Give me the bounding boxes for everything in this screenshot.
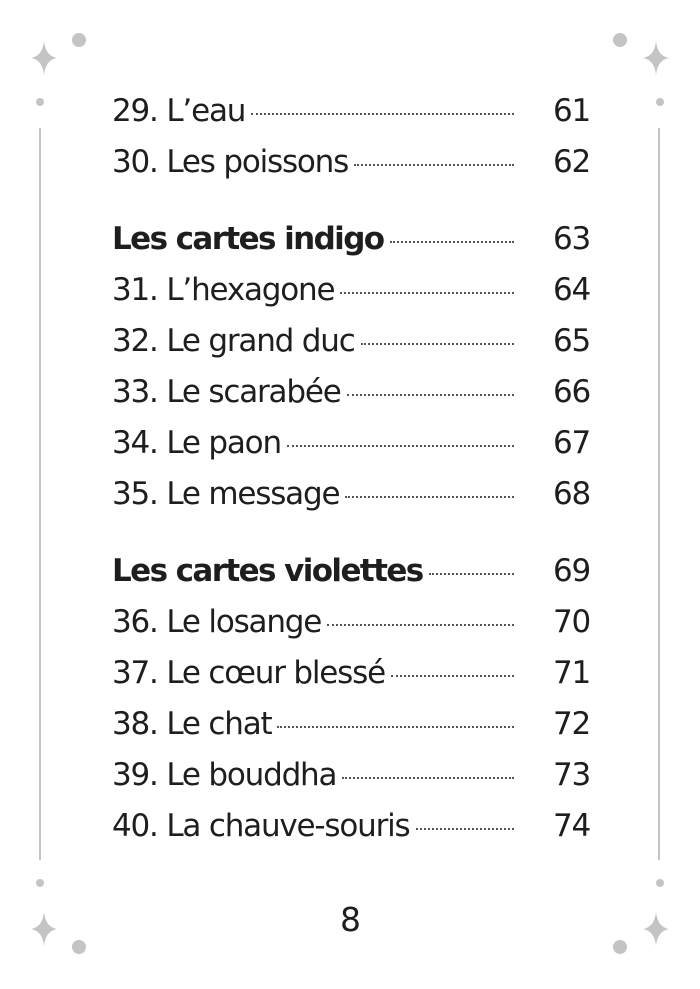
- toc-entry-label: 38. Le chat: [112, 706, 273, 742]
- ornament-dot: [72, 940, 86, 954]
- dot-leader: [428, 573, 514, 575]
- toc-entry-page: 73: [552, 757, 591, 793]
- dot-leader: [415, 828, 514, 830]
- toc-section-indigo: Les cartes indigo 63: [112, 214, 591, 265]
- toc-entry-page: 71: [552, 655, 591, 691]
- toc-entry-page: 64: [552, 272, 591, 308]
- toc-entry-label: 30. Les poissons: [112, 144, 349, 180]
- dot-leader: [345, 496, 514, 498]
- dot-leader: [340, 292, 514, 294]
- toc-entry-page: 72: [552, 706, 591, 742]
- toc-entry-label: 31. L’hexagone: [112, 272, 336, 308]
- dot-leader: [389, 241, 514, 243]
- toc-entry: 35. Le message 68: [112, 469, 591, 520]
- frame-line-left: [39, 128, 41, 860]
- table-of-contents: 29. L’eau 61 30. Les poissons 62 Les car…: [112, 86, 591, 852]
- toc-entry-label: 35. Le message: [112, 476, 341, 512]
- toc-entry: 37. Le cœur blessé 71: [112, 648, 591, 699]
- dot-leader: [346, 394, 514, 396]
- toc-entry-label: 36. Le losange: [112, 604, 322, 640]
- toc-entry: 31. L’hexagone 64: [112, 265, 591, 316]
- page-number: 8: [340, 900, 361, 939]
- toc-entry: 36. Le losange 70: [112, 597, 591, 648]
- sparkle-icon: [643, 41, 669, 75]
- toc-entry-page: 61: [552, 93, 591, 129]
- ornament-dot: [36, 879, 44, 887]
- toc-entry-page: 70: [552, 604, 591, 640]
- toc-entry: 39. Le bouddha 73: [112, 750, 591, 801]
- dot-leader: [360, 343, 514, 345]
- toc-entry: 30. Les poissons 62: [112, 137, 591, 188]
- dot-leader: [354, 164, 514, 166]
- toc-section-label: Les cartes indigo: [112, 221, 385, 257]
- ornament-dot: [613, 940, 627, 954]
- toc-entry: 34. Le paon 67: [112, 418, 591, 469]
- frame-line-right: [658, 128, 660, 860]
- toc-entry-page: 65: [552, 323, 591, 359]
- section-gap: [112, 520, 590, 546]
- toc-entry-label: 32. Le grand duc: [112, 323, 356, 359]
- toc-entry-label: 33. Le scarabée: [112, 374, 342, 410]
- toc-entry: 29. L’eau 61: [112, 86, 591, 137]
- toc-entry: 40. La chauve-souris 74: [112, 801, 591, 852]
- toc-section-page: 69: [552, 553, 591, 589]
- toc-entry: 32. Le grand duc 65: [112, 316, 591, 367]
- dot-leader: [286, 445, 514, 447]
- toc-entry-page: 74: [552, 808, 591, 844]
- section-gap: [112, 188, 590, 214]
- ornament-dot: [72, 33, 86, 47]
- dot-leader: [277, 726, 514, 728]
- toc-entry-label: 40. La chauve-souris: [112, 808, 411, 844]
- ornament-dot: [656, 98, 664, 106]
- ornament-dot: [36, 98, 44, 106]
- sparkle-icon: [31, 912, 57, 946]
- sparkle-icon: [31, 41, 57, 75]
- sparkle-icon: [643, 912, 669, 946]
- toc-entry-page: 66: [552, 374, 591, 410]
- toc-entry-page: 67: [552, 425, 591, 461]
- ornament-dot: [613, 33, 627, 47]
- toc-entry-label: 29. L’eau: [112, 93, 246, 129]
- toc-entry-page: 68: [552, 476, 591, 512]
- dot-leader: [342, 777, 514, 779]
- ornament-dot: [656, 879, 664, 887]
- dot-leader: [251, 113, 514, 115]
- toc-entry: 33. Le scarabée 66: [112, 367, 591, 418]
- toc-section-page: 63: [552, 221, 591, 257]
- toc-entry-label: 34. Le paon: [112, 425, 282, 461]
- toc-entry: 38. Le chat 72: [112, 699, 591, 750]
- toc-entry-label: 37. Le cœur blessé: [112, 655, 386, 691]
- dot-leader: [390, 675, 514, 677]
- toc-entry-label: 39. Le bouddha: [112, 757, 338, 793]
- dot-leader: [327, 624, 514, 626]
- toc-section-violettes: Les cartes violettes 69: [112, 546, 591, 597]
- toc-entry-page: 62: [552, 144, 591, 180]
- toc-section-label: Les cartes violettes: [112, 553, 424, 589]
